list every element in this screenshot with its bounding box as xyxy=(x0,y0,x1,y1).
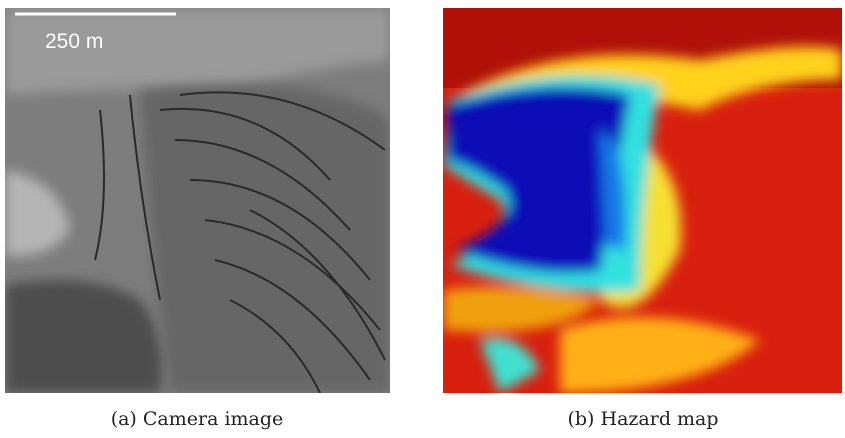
hazard-map xyxy=(443,8,842,393)
page: 250 m (a) Camera image (b) Hazard map ((… xyxy=(0,0,845,438)
fractured-terrain xyxy=(140,84,390,393)
scale-bar-label: 250 m xyxy=(45,30,103,53)
camera-image: 250 m xyxy=(5,8,390,393)
caption: (a) Camera image xyxy=(111,408,284,430)
figure: 250 m (a) Camera image (b) Hazard map xyxy=(0,0,845,438)
caption: (b) Hazard map xyxy=(567,408,718,430)
